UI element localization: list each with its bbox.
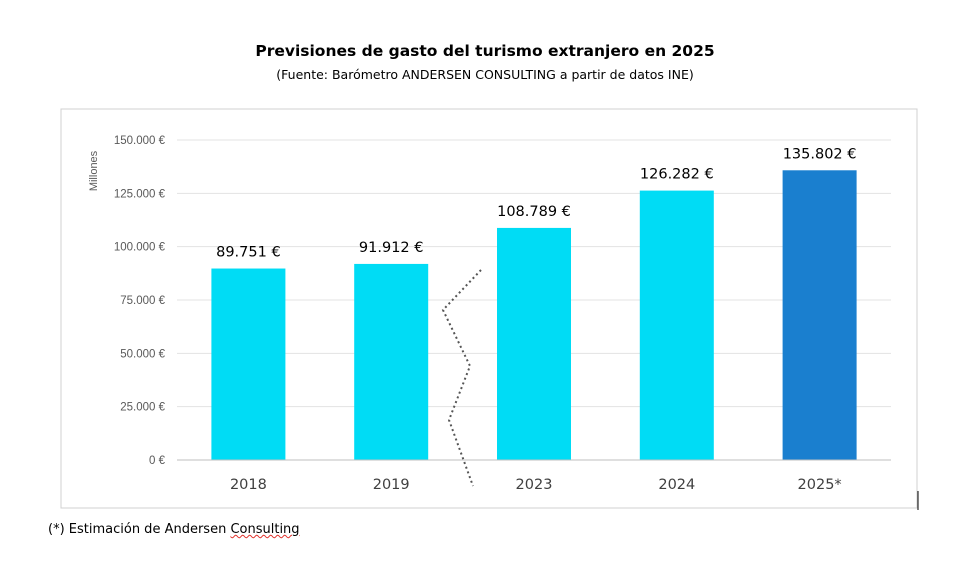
x-tick-label: 2023 (516, 477, 553, 493)
data-label: 108.789 € (497, 204, 571, 220)
plot-frame (60, 108, 918, 509)
x-axis-ticks: 2018 2019 2023 2024 2025* (230, 477, 842, 493)
y-axis-label: Millones (88, 150, 100, 191)
y-tick-label: 0 € (149, 455, 166, 467)
bar-2025 (782, 170, 857, 460)
x-tick-label: 2025* (798, 477, 842, 493)
footnote-underlined-word: Consulting (230, 522, 300, 537)
bar-2018 (211, 268, 286, 460)
y-tick-label: 150.000 € (114, 135, 166, 147)
axis-break-marker (441, 269, 482, 487)
data-labels: 89.751 € 91.912 € 108.789 € 126.282 € 135.80… (216, 146, 856, 260)
chart-subtitle: (Fuente: Barómetro ANDERSEN CONSULTING a… (276, 67, 694, 82)
y-axis-ticks: 0 € 25.000 € 50.000 € 75.000 € 100.000 € 125.… (114, 135, 166, 467)
footnote: (*) Estimación de Andersen Consulting (48, 522, 300, 537)
x-tick-label: 2024 (658, 477, 695, 493)
bars (211, 170, 857, 461)
footnote-prefix: (*) Estimación de Andersen (48, 522, 231, 537)
x-tick-label: 2018 (230, 477, 267, 493)
y-tick-label: 25.000 € (120, 402, 165, 414)
data-label: 126.282 € (640, 167, 714, 183)
x-tick-label: 2019 (373, 477, 410, 493)
y-tick-label: 75.000 € (120, 295, 165, 307)
data-label: 89.751 € (216, 245, 281, 261)
bar-2024 (639, 190, 714, 461)
chart-title: Previsiones de gasto del turismo extranj… (255, 42, 715, 60)
bar-2023 (497, 227, 571, 460)
y-tick-label: 50.000 € (120, 348, 165, 360)
bar-2019 (354, 263, 429, 460)
y-tick-label: 100.000 € (114, 242, 166, 254)
y-tick-label: 125.000 € (114, 188, 166, 200)
data-label: 135.802 € (783, 146, 857, 162)
data-label: 91.912 € (359, 240, 424, 256)
